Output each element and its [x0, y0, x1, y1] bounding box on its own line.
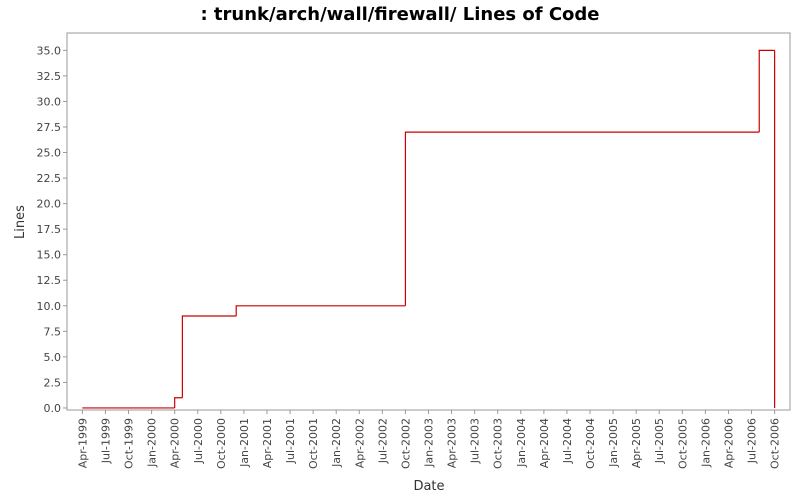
- step-segment: [758, 49, 775, 133]
- x-tick-label: Jan-2003: [423, 418, 436, 468]
- y-tick-label: 25.0: [37, 147, 62, 160]
- chart-title: : trunk/arch/wall/firewall/ Lines of Cod…: [200, 4, 599, 25]
- y-tick-label: 20.0: [37, 198, 62, 211]
- y-tick-label: 17.5: [37, 223, 62, 236]
- y-tick-label: 27.5: [37, 121, 62, 134]
- step-segment: [404, 131, 760, 306]
- x-tick-label: Jul-2000: [192, 418, 205, 464]
- x-tick-label: Jul-2002: [376, 418, 389, 464]
- x-tick-label: Jul-2004: [561, 418, 574, 464]
- x-tick-label: Jan-2005: [607, 418, 620, 468]
- x-tick-label: Apr-2005: [630, 418, 643, 468]
- x-tick-label: Jul-2001: [284, 418, 297, 464]
- x-tick-label: Apr-2001: [261, 418, 274, 468]
- x-tick-label: Jul-1999: [99, 418, 112, 464]
- x-tick-label: Jan-2006: [699, 418, 712, 468]
- x-tick-label: Jul-2006: [746, 418, 759, 464]
- x-tick-label: Apr-2006: [722, 418, 735, 468]
- x-tick-label: Oct-2006: [769, 418, 782, 469]
- x-tick-label: Oct-2002: [399, 418, 412, 469]
- step-segment: [174, 397, 183, 408]
- x-tick-label: Oct-2003: [492, 418, 505, 469]
- y-tick-label: 5.0: [44, 351, 62, 364]
- y-tick-label: 10.0: [37, 300, 62, 313]
- x-tick-label: Jan-2002: [330, 418, 343, 468]
- y-tick-label: 30.0: [37, 95, 62, 108]
- x-tick-label: Jul-2003: [469, 418, 482, 464]
- x-tick-label: Apr-2004: [538, 418, 551, 468]
- x-tick-label: Apr-2000: [169, 418, 182, 468]
- x-tick-label: Jan-2000: [146, 418, 159, 468]
- step-segment: [235, 305, 406, 317]
- x-tick-label: Jul-2005: [653, 418, 666, 464]
- x-tick-label: Jan-2001: [238, 418, 251, 468]
- y-tick-label: 7.5: [44, 325, 62, 338]
- x-tick-label: Oct-2001: [307, 418, 320, 469]
- y-tick-label: 15.0: [37, 249, 62, 262]
- y-tick-label: 12.5: [37, 274, 62, 287]
- y-tick-label: 32.5: [37, 70, 62, 83]
- x-tick-label: Oct-2005: [676, 418, 689, 469]
- y-tick-label: 0.0: [44, 402, 62, 415]
- x-axis-label: Date: [413, 479, 444, 494]
- x-tick-label: Apr-1999: [76, 418, 89, 468]
- x-tick-label: Apr-2002: [353, 418, 366, 468]
- step-segment: [181, 315, 237, 398]
- x-tick-label: Oct-2000: [215, 418, 228, 469]
- plot-area: [66, 32, 791, 411]
- y-tick-label: 22.5: [37, 172, 62, 185]
- y-tick-label: 35.0: [37, 44, 62, 57]
- x-tick-label: Oct-2004: [584, 418, 597, 469]
- y-axis-label: Lines: [13, 205, 28, 239]
- x-tick-label: Jan-2004: [515, 418, 528, 468]
- x-tick-label: Oct-1999: [123, 418, 136, 469]
- x-tick-label: Apr-2003: [446, 418, 459, 468]
- y-tick-label: 2.5: [44, 376, 62, 389]
